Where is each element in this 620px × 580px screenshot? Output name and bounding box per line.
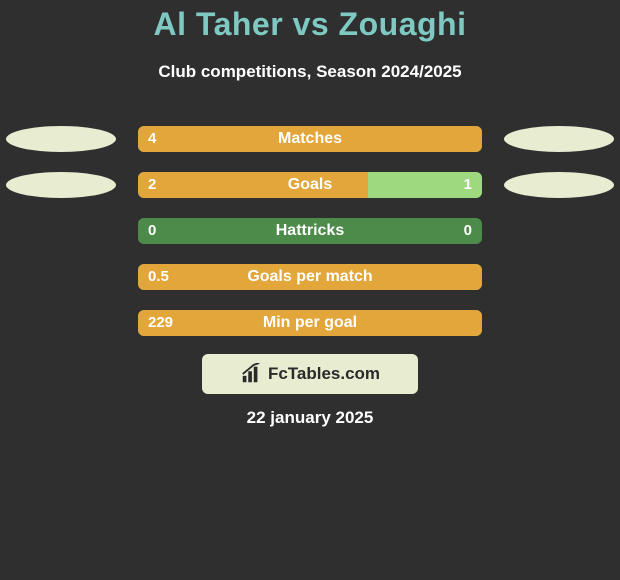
stat-row: 0.5Goals per match xyxy=(0,264,620,290)
stat-row: 229Min per goal xyxy=(0,310,620,336)
stat-label: Matches xyxy=(138,126,482,152)
date-text: 22 january 2025 xyxy=(0,408,620,428)
comparison-infographic: Al Taher vs Zouaghi Club competitions, S… xyxy=(0,0,620,580)
bar-chart-icon xyxy=(240,363,262,385)
stat-label: Goals xyxy=(138,172,482,198)
stat-label: Hattricks xyxy=(138,218,482,244)
subtitle: Club competitions, Season 2024/2025 xyxy=(0,62,620,82)
player-left-oval xyxy=(6,172,116,198)
stat-bar-track: 229Min per goal xyxy=(138,310,482,336)
stat-label: Min per goal xyxy=(138,310,482,336)
stat-bar-track: 21Goals xyxy=(138,172,482,198)
stat-label: Goals per match xyxy=(138,264,482,290)
stat-row: 00Hattricks xyxy=(0,218,620,244)
branding-box: FcTables.com xyxy=(202,354,418,394)
stat-bar-track: 00Hattricks xyxy=(138,218,482,244)
stat-row: 21Goals xyxy=(0,172,620,198)
stat-row: 4Matches xyxy=(0,126,620,152)
stat-bar-track: 0.5Goals per match xyxy=(138,264,482,290)
stat-bar-track: 4Matches xyxy=(138,126,482,152)
branding-text: FcTables.com xyxy=(268,364,380,384)
player-right-oval xyxy=(504,172,614,198)
title: Al Taher vs Zouaghi xyxy=(0,6,620,43)
player-right-oval xyxy=(504,126,614,152)
player-left-oval xyxy=(6,126,116,152)
